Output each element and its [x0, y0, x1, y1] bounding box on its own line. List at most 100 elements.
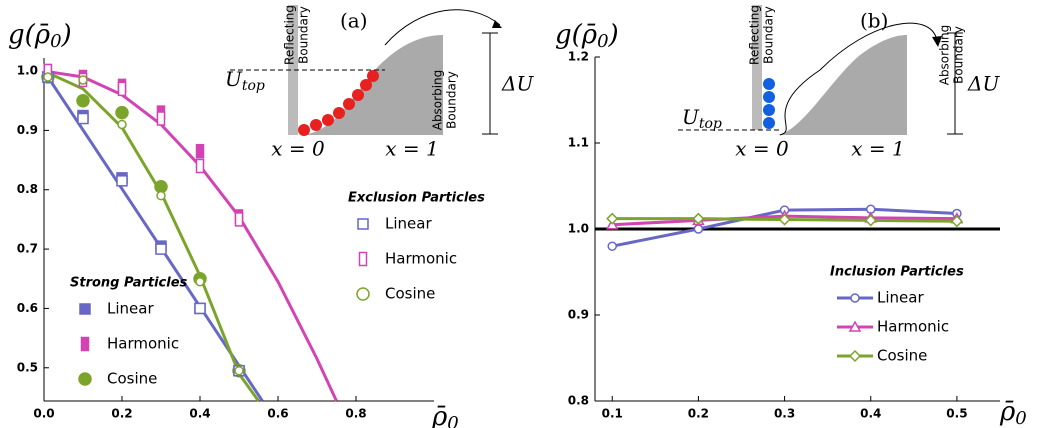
marker: [79, 303, 91, 315]
marker: [195, 276, 205, 287]
marker: [848, 349, 862, 363]
marker: [43, 72, 53, 82]
reflecting-label: Boundary: [297, 6, 311, 64]
marker: [607, 241, 617, 251]
reflecting-label: Boundary: [762, 6, 776, 64]
arrow: [779, 22, 938, 136]
marker: [76, 93, 90, 108]
y-label-part: 0: [597, 31, 608, 52]
x-tick-label: 0.2: [111, 407, 132, 421]
arrow-head: [492, 20, 502, 28]
marker: [195, 158, 205, 174]
marker: [778, 213, 791, 226]
marker: [156, 111, 166, 126]
panel-label: (a): [340, 9, 368, 33]
x-tick-label: 0.3: [774, 407, 795, 421]
legend-label: Cosine: [385, 285, 435, 303]
x1-label: x = 1: [851, 137, 904, 161]
y-label-part: g(ρ̄: [8, 20, 51, 50]
x-label-part: 0: [1015, 408, 1026, 428]
marker: [78, 372, 92, 386]
particles: [763, 78, 775, 129]
marker: [850, 293, 860, 303]
legend-label: Linear: [107, 300, 154, 318]
x0-label: x = 0: [735, 137, 789, 161]
particles: [298, 70, 379, 136]
x-tick-label: 0.4: [860, 407, 881, 421]
y-tick-label: 1.0: [17, 64, 38, 78]
x-tick-label: 0.6: [267, 407, 288, 421]
marker: [117, 119, 127, 130]
legend-label: Linear: [877, 289, 924, 307]
marker: [864, 214, 877, 227]
legend-label: Harmonic: [107, 335, 179, 353]
y-tick-label: 0.8: [568, 394, 589, 408]
y-tick-label: 1.0: [568, 222, 589, 236]
legend-label: Harmonic: [385, 250, 457, 268]
y-axis-label: g(ρ̄0): [8, 20, 72, 52]
legend-title: Strong Particles: [70, 276, 188, 291]
legend-label: Cosine: [107, 370, 157, 388]
legend-label: Cosine: [877, 347, 927, 365]
x1-label: x = 1: [385, 137, 438, 161]
marker: [117, 81, 127, 97]
marker: [234, 365, 244, 376]
marker: [357, 218, 369, 230]
marker: [77, 112, 89, 125]
x-tick-label: 0.4: [189, 407, 210, 421]
marker: [692, 212, 705, 225]
marker: [950, 215, 963, 228]
reflecting-wall: [752, 5, 762, 130]
x-axis-label: ρ̄0: [431, 402, 459, 428]
x-tick-label: 0.8: [345, 407, 366, 421]
absorbing-label: Absorbing: [938, 25, 952, 86]
du-label: ΔU: [501, 72, 534, 96]
marker: [116, 175, 128, 187]
y-tick-label: 1.1: [568, 136, 589, 150]
x-tick-label: 0.5: [946, 407, 967, 421]
marker: [606, 212, 619, 225]
panel-label: (b): [860, 9, 888, 33]
y-label-part: ): [61, 20, 72, 50]
marker: [156, 190, 166, 201]
legend-title: Exclusion Particles: [348, 191, 485, 206]
marker: [155, 243, 167, 255]
marker: [195, 143, 205, 159]
y-label-part: ): [608, 20, 619, 50]
marker: [356, 287, 370, 301]
fit-curve: [42, 70, 264, 402]
reflecting-label: Reflecting: [748, 5, 762, 65]
x-tick-label: 0.2: [688, 407, 709, 421]
y-tick-label: 0.9: [17, 123, 38, 137]
marker: [693, 224, 704, 234]
marker: [78, 75, 88, 85]
marker: [848, 320, 862, 332]
y-label-part: 0: [50, 31, 61, 52]
y-tick-label: 0.9: [568, 308, 589, 322]
legend-title: Inclusion Particles: [830, 265, 964, 280]
utop: Utop: [225, 67, 265, 95]
utop: Utop: [682, 105, 722, 133]
absorbing-label: Boundary: [445, 71, 459, 129]
marker: [80, 336, 90, 352]
x-axis-label: ρ̄0: [999, 397, 1027, 428]
absorbing-label: Boundary: [952, 26, 966, 84]
x-tick-label: 0.1: [602, 407, 623, 421]
marker: [358, 251, 368, 267]
y-tick-label: 1.2: [568, 50, 589, 64]
y-axis-label: g(ρ̄0): [555, 20, 619, 52]
absorbing-label: Absorbing: [431, 70, 445, 131]
x-label-part: ρ̄: [999, 397, 1016, 427]
potential: [775, 35, 907, 135]
marker: [115, 105, 129, 120]
inset-b: (b) Utop Reflecting Boundary Absorbing B…: [678, 5, 1000, 161]
x-label-part: 0: [447, 413, 458, 428]
marker: [234, 212, 244, 227]
y-tick-label: 0.6: [17, 301, 38, 315]
du-label: ΔU: [967, 72, 1000, 96]
marker: [194, 302, 206, 315]
x-tick-label: 0.0: [33, 407, 54, 421]
y-label-part: g(ρ̄: [555, 20, 598, 50]
arrow-head: [932, 36, 942, 47]
